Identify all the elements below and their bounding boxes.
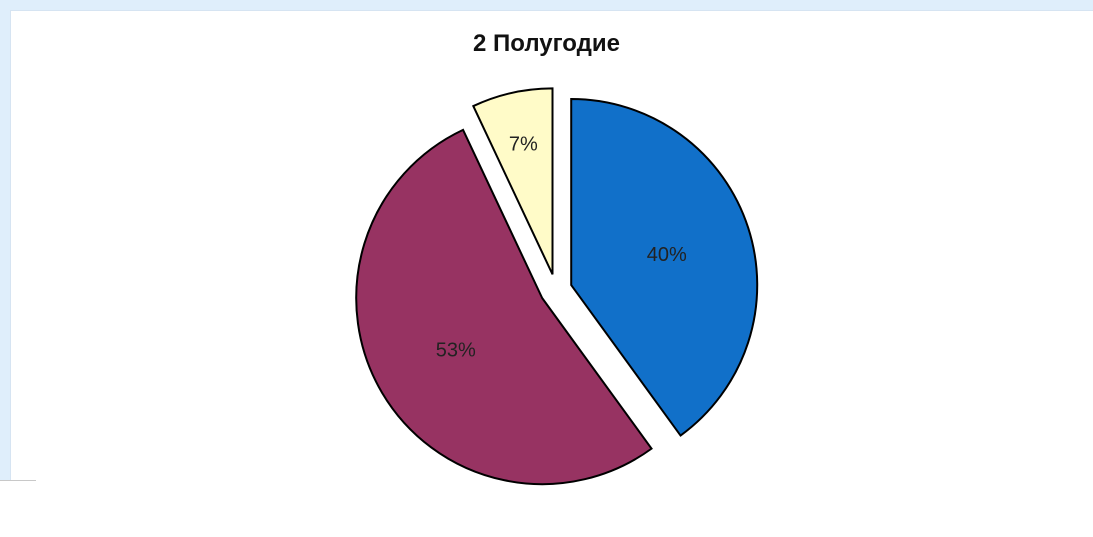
slice-label-1: 53% — [436, 339, 476, 361]
slice-label-0: 40% — [647, 244, 687, 266]
slice-label-2: 7% — [509, 134, 538, 156]
pie-slice-1 — [355, 128, 653, 486]
chart-title: 2 Полугодие — [473, 30, 620, 57]
lower-panel — [0, 480, 36, 537]
pie-slice-0 — [570, 98, 759, 437]
pie-slice-2 — [471, 87, 554, 275]
